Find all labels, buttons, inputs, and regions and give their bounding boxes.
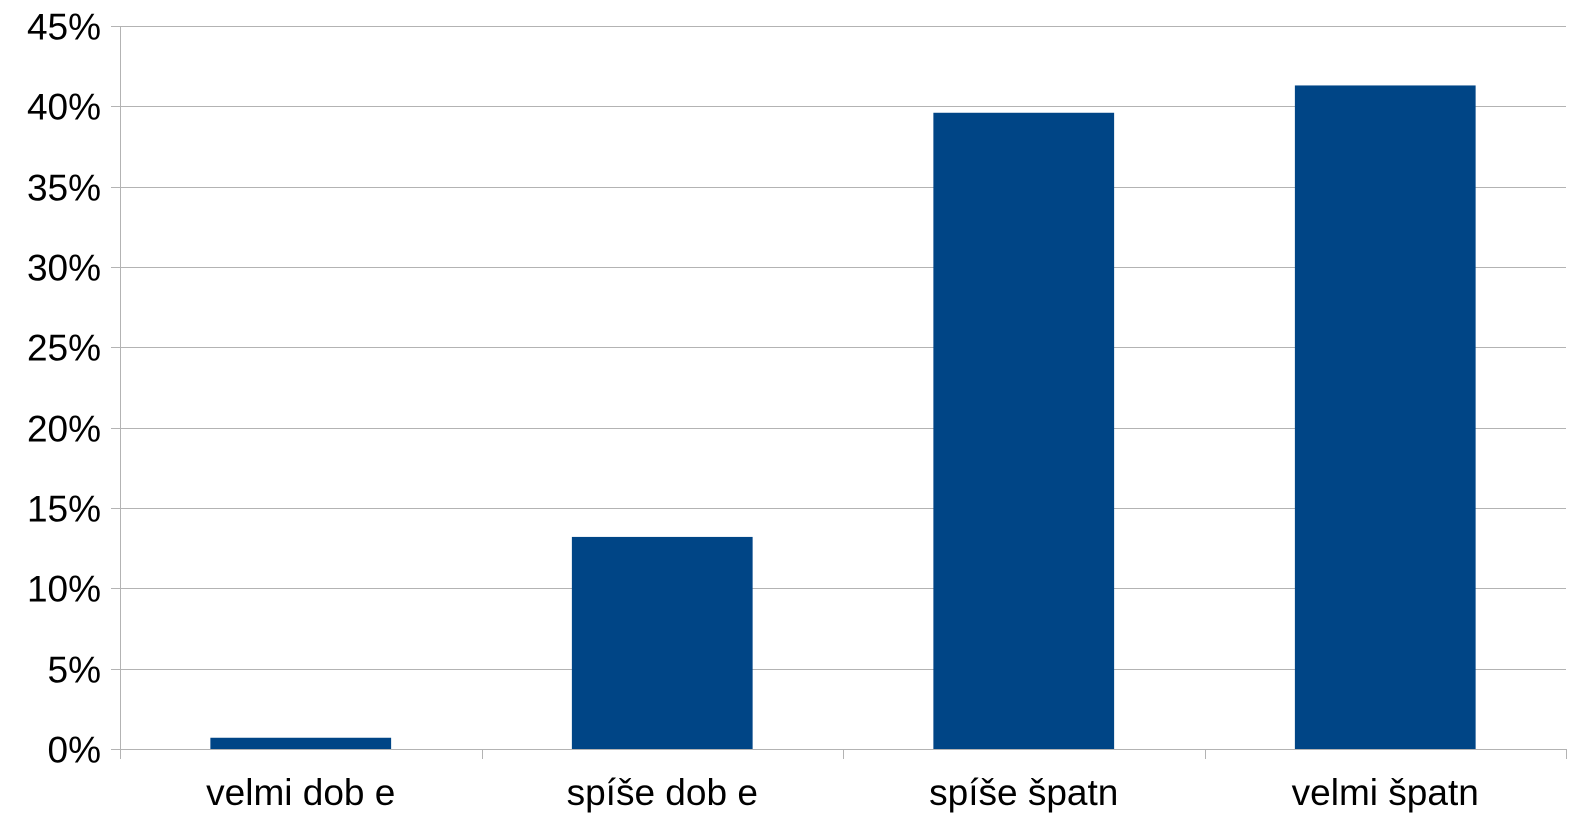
axes [111, 26, 1567, 759]
y-tick-label: 30% [27, 248, 101, 289]
bar-1 [571, 536, 753, 749]
bars [210, 85, 1476, 750]
bar-0 [210, 737, 392, 749]
y-tick-label: 25% [27, 328, 101, 369]
y-tick-label: 0% [48, 730, 101, 771]
y-tick-label: 40% [27, 87, 101, 128]
y-tick-label: 15% [27, 489, 101, 530]
bar-3 [1294, 85, 1476, 750]
x-category-label: spíše špatn [929, 772, 1118, 813]
x-category-label: spíše dob e [567, 772, 758, 813]
y-axis-tick-labels: 0% 5% 10% 15% 20% 25% 30% 35% 40% 45% [27, 7, 101, 771]
y-tick-label: 5% [48, 650, 101, 691]
bar-2 [933, 112, 1115, 749]
x-category-label: velmi špatn [1292, 772, 1479, 813]
y-tick-label: 20% [27, 409, 101, 450]
y-tick-label: 35% [27, 168, 101, 209]
x-category-label: velmi dob e [206, 772, 395, 813]
y-tick-label: 10% [27, 569, 101, 610]
x-axis-category-labels: velmi dob e spíše dob e spíše špatn velmi š… [206, 772, 1479, 813]
gridlines [120, 26, 1566, 750]
y-tick-label: 45% [27, 7, 101, 48]
